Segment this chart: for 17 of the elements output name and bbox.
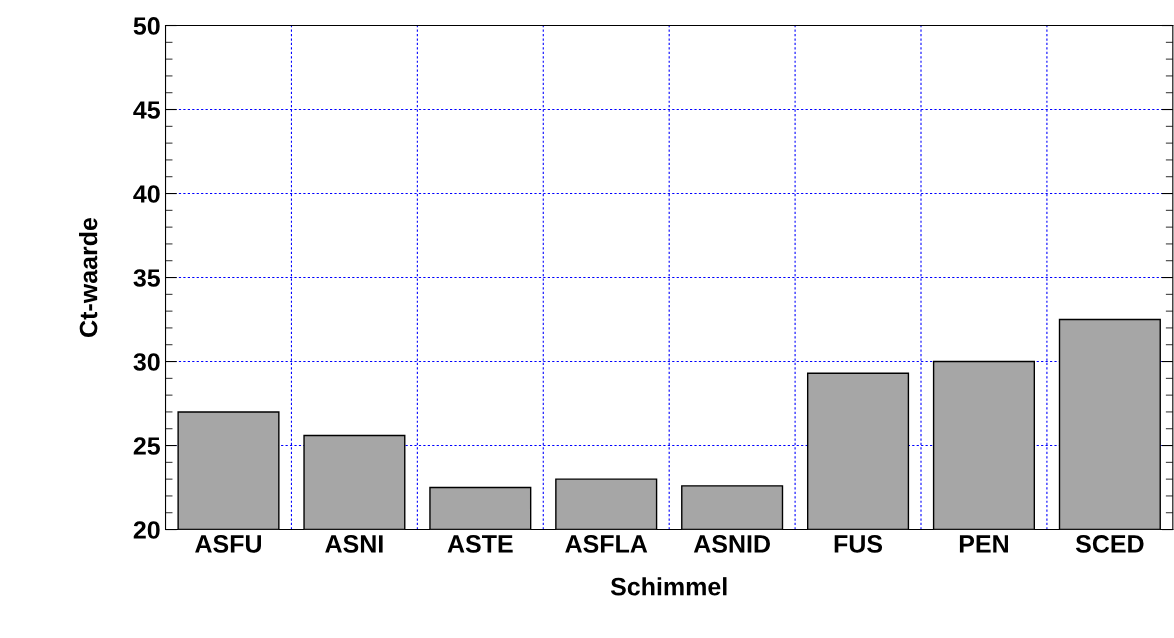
y-tick-label: 40 — [133, 185, 160, 203]
x-tick-label: ASNI — [325, 535, 383, 553]
y-tick-label: 50 — [133, 17, 160, 35]
x-tick-label: PEN — [959, 535, 1008, 553]
x-tick-label: ASFU — [195, 535, 261, 553]
x-tick-label: SCED — [1075, 535, 1144, 553]
x-tick-label: ASFLA — [565, 535, 648, 553]
x-axis-title: Schimmel — [610, 577, 727, 596]
y-axis-title: Ct-waarde — [79, 217, 98, 337]
y-tick-label: 20 — [133, 521, 160, 539]
y-tick-label: 35 — [133, 269, 160, 287]
y-tick-label: 45 — [133, 101, 160, 119]
x-tick-label: ASNID — [693, 535, 770, 553]
x-tick-label: FUS — [834, 535, 883, 553]
y-tick-label: 30 — [133, 353, 160, 371]
x-tick-label: ASTE — [447, 535, 513, 553]
y-tick-label: 25 — [133, 437, 160, 455]
